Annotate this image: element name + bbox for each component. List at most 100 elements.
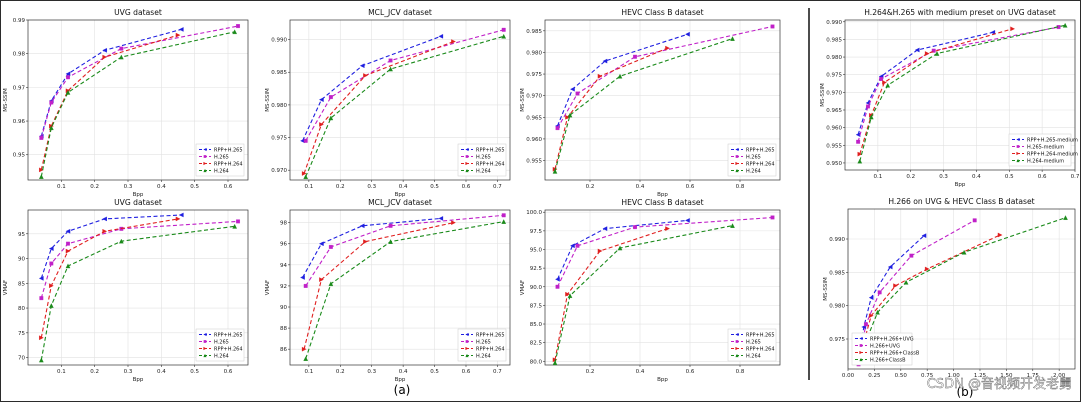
y-tick-label: 90.0 <box>530 285 543 291</box>
x-tick-label: 1.00 <box>947 373 960 379</box>
x-tick-label: 0.4 <box>157 184 166 190</box>
series-line <box>40 31 235 177</box>
x-tick-label: 0.2 <box>906 174 915 180</box>
data-point <box>48 303 54 308</box>
legend-label: RPP+H.264 <box>214 161 243 167</box>
legend-label: H.265 <box>746 339 761 345</box>
x-tick-label: 0.4 <box>157 369 166 375</box>
y-tick-label: 0.970 <box>271 168 287 174</box>
legend-label: RPP+H.265-medium <box>1027 137 1078 143</box>
chart-title: MCL_JCV dataset <box>368 8 432 17</box>
series-line <box>554 228 668 360</box>
y-tick-label: 0.985 <box>829 270 845 276</box>
data-point <box>363 239 368 244</box>
data-point <box>885 82 891 88</box>
panel-label-b: (b) <box>957 385 974 399</box>
data-point <box>438 33 444 39</box>
x-tick-label: 0.4 <box>399 184 408 190</box>
data-point <box>303 283 308 288</box>
y-axis-label: MS-SSIM <box>265 88 271 112</box>
legend-label: RPP+H.264-medium <box>1027 151 1078 157</box>
data-point <box>303 174 309 179</box>
x-axis-label: Bpp <box>657 192 668 198</box>
data-point <box>328 281 334 287</box>
y-tick-label: 70 <box>18 356 25 362</box>
legend-marker <box>735 346 739 351</box>
data-point <box>633 54 637 59</box>
chart-title: HEVC Class B dataset <box>621 198 703 207</box>
data-point <box>39 135 44 140</box>
series-line <box>302 217 441 278</box>
data-point <box>318 97 324 103</box>
data-point <box>451 39 456 44</box>
legend-label: H.264 <box>746 353 761 359</box>
x-tick-label: 0.4 <box>636 184 645 190</box>
data-point <box>567 112 573 118</box>
x-tick-label: 0.2 <box>336 184 345 190</box>
legend-marker <box>203 161 207 166</box>
data-point <box>118 238 124 244</box>
y-axis-label: VMAF <box>265 280 271 295</box>
data-point <box>990 30 996 35</box>
y-tick-label: 0.99 <box>13 18 26 24</box>
y-tick-label: 87.5 <box>530 303 543 309</box>
data-point <box>893 283 898 289</box>
data-point <box>570 243 575 249</box>
x-tick-label: 1.75 <box>1027 373 1040 379</box>
x-tick-label: 0.2 <box>336 369 345 375</box>
data-point <box>65 248 71 254</box>
data-point <box>903 279 909 285</box>
y-tick-label: 98 <box>280 221 287 227</box>
plot-frame <box>289 19 511 181</box>
data-point <box>575 243 580 248</box>
x-tick-label: 0.4 <box>636 369 645 375</box>
chart-title: H.266 on UVG & HEVC Class B dataset <box>888 197 1034 206</box>
plot-frame <box>847 208 1076 370</box>
legend-marker <box>203 155 207 158</box>
legend-label: RPP+H.265 <box>214 332 243 338</box>
y-axis-label: VMAF <box>3 280 9 295</box>
x-tick-label: 0.3 <box>124 184 133 190</box>
data-point <box>39 296 44 301</box>
data-point <box>555 126 560 131</box>
data-point <box>49 100 54 105</box>
y-axis-label: MS-SSIM <box>3 88 9 112</box>
data-point <box>879 77 884 81</box>
x-tick-label: 1.50 <box>1000 373 1013 379</box>
data-point <box>236 24 240 28</box>
legend: RPP+H.265-mediumH.265-mediumRPP+H.264-me… <box>1008 133 1078 167</box>
data-point <box>730 36 735 41</box>
data-point <box>685 31 690 37</box>
data-point <box>570 86 575 92</box>
x-tick-label: 0.1 <box>873 174 882 180</box>
data-point <box>119 46 124 51</box>
data-point <box>102 47 107 53</box>
y-tick-label: 95.0 <box>530 247 543 253</box>
data-point <box>934 51 940 56</box>
data-point <box>102 54 108 60</box>
y-tick-label: 97.5 <box>530 229 543 235</box>
y-tick-label: 90 <box>18 257 25 263</box>
data-point <box>232 29 238 35</box>
x-tick-label: 0.4 <box>972 174 981 180</box>
x-tick-label: 0.6 <box>224 184 233 190</box>
y-axis-label: MS-SSIM <box>820 83 826 107</box>
x-tick-label: 0.1 <box>57 184 66 190</box>
data-point <box>633 225 637 230</box>
data-point <box>388 58 393 63</box>
plot-frame <box>27 209 249 366</box>
x-axis-label: Bpp <box>395 377 406 383</box>
x-tick-label: 0.2 <box>90 369 99 375</box>
x-tick-label: 1.25 <box>974 373 987 379</box>
legend-label: H.264 <box>214 168 229 174</box>
y-tick-label: 86 <box>280 347 287 353</box>
data-point <box>49 261 54 266</box>
legend-marker <box>465 340 469 343</box>
series-line <box>557 216 773 288</box>
plot-frame <box>27 19 249 181</box>
chart-mcl_vmaf: 0.1 0.2 0.3 0.4 0.5 0.6 0.7 86 88 90 92 94 96 98 MCL_J… <box>265 198 511 383</box>
data-point <box>501 213 506 218</box>
chart-uvg_medium: 0.1 0.2 0.3 0.4 0.5 0.6 0.7 0.950 0.955 0.960 0.96… <box>820 8 1080 188</box>
data-point <box>864 322 868 327</box>
